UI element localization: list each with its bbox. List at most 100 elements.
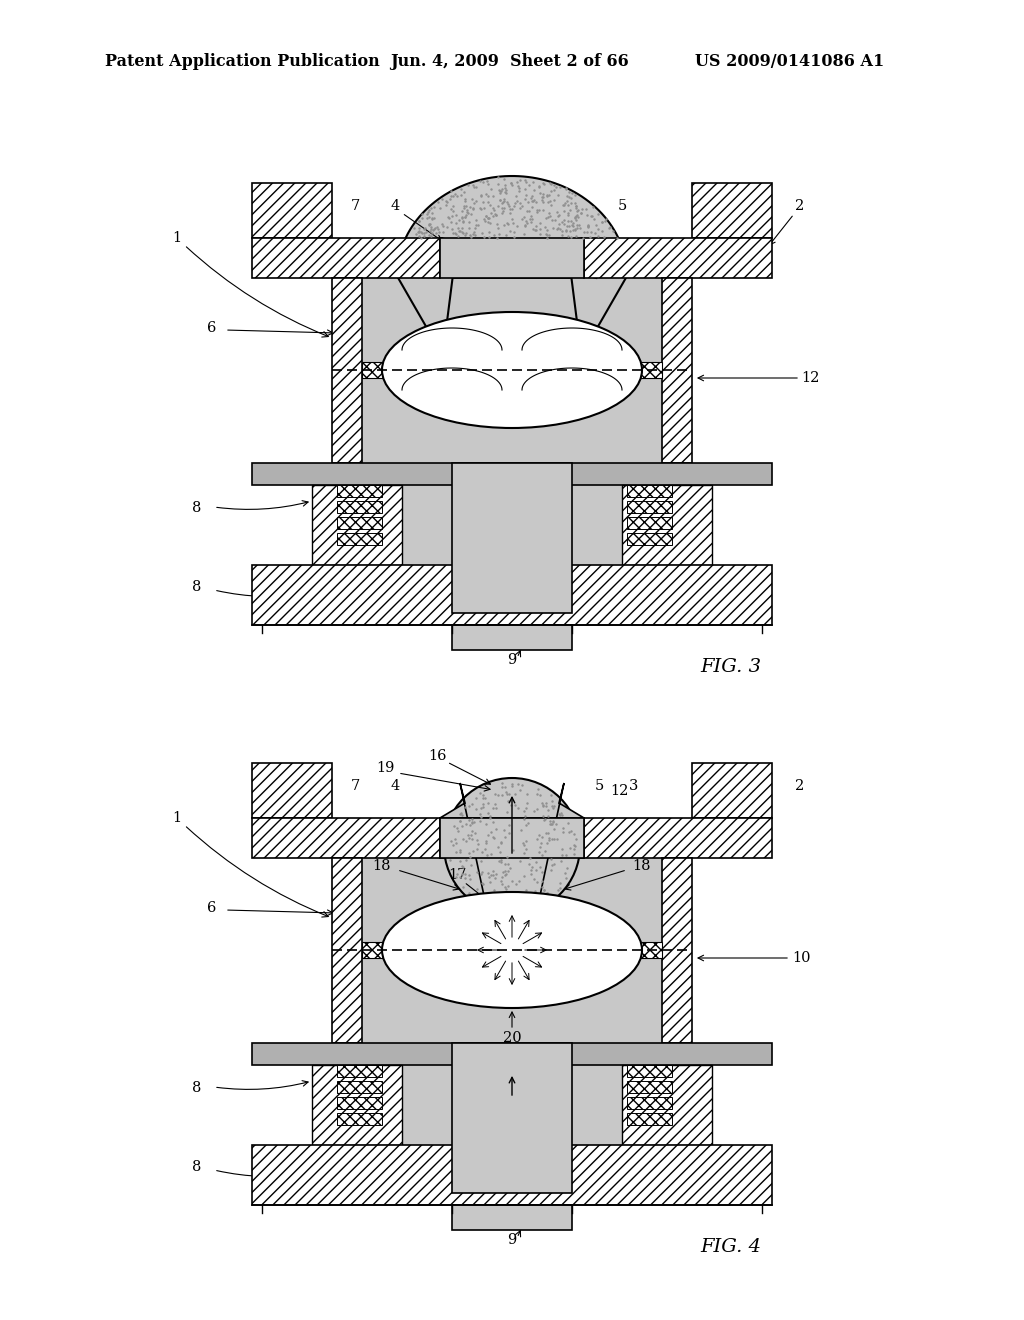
Text: FIG. 4: FIG. 4 — [700, 1238, 761, 1257]
Bar — [362, 484, 622, 565]
Text: 3: 3 — [630, 779, 639, 793]
Bar — [362, 1065, 622, 1144]
Bar — [337, 1081, 382, 1093]
Bar — [627, 484, 672, 498]
Bar — [692, 183, 772, 238]
Text: 8: 8 — [193, 1160, 202, 1173]
Text: FIG. 3: FIG. 3 — [700, 657, 761, 676]
Text: 12: 12 — [801, 371, 819, 385]
Bar — [312, 484, 402, 565]
Text: 17: 17 — [447, 869, 466, 882]
Bar — [252, 183, 332, 238]
Bar — [627, 502, 672, 513]
Text: 5: 5 — [594, 779, 603, 793]
Bar — [337, 1065, 382, 1077]
Bar — [692, 763, 772, 818]
Text: 19: 19 — [376, 762, 394, 775]
Text: 10: 10 — [442, 335, 461, 348]
Text: 10: 10 — [793, 950, 811, 965]
Text: 5: 5 — [617, 199, 627, 213]
Text: 4: 4 — [390, 199, 399, 213]
Text: 10: 10 — [558, 925, 577, 939]
Bar — [662, 279, 692, 463]
Bar — [337, 1097, 382, 1109]
Text: 9: 9 — [507, 1233, 517, 1247]
Bar — [332, 858, 362, 1043]
Bar — [252, 1144, 772, 1205]
Text: 10: 10 — [563, 391, 582, 405]
Text: 16: 16 — [397, 249, 416, 263]
Bar — [452, 1205, 572, 1230]
Text: Patent Application Publication: Patent Application Publication — [105, 54, 380, 70]
Text: Jun. 4, 2009  Sheet 2 of 66: Jun. 4, 2009 Sheet 2 of 66 — [390, 54, 629, 70]
Bar — [627, 1097, 672, 1109]
Bar — [362, 942, 387, 958]
Text: 7: 7 — [350, 779, 359, 793]
Text: 12: 12 — [610, 784, 628, 799]
Bar — [440, 238, 584, 279]
Bar — [584, 818, 772, 858]
Bar — [662, 858, 692, 1043]
Bar — [440, 818, 584, 858]
Text: US 2009/0141086 A1: US 2009/0141086 A1 — [695, 54, 885, 70]
Text: 8: 8 — [193, 579, 202, 594]
Bar — [337, 1113, 382, 1125]
Bar — [627, 1113, 672, 1125]
Text: 1: 1 — [172, 231, 329, 337]
Text: 18: 18 — [633, 859, 651, 874]
Text: 2: 2 — [796, 779, 805, 793]
Bar — [637, 362, 662, 378]
Text: 8: 8 — [193, 502, 202, 515]
Text: 10: 10 — [563, 335, 582, 348]
Bar — [440, 238, 584, 279]
Text: 7: 7 — [350, 199, 359, 213]
Ellipse shape — [382, 892, 642, 1008]
Text: 6: 6 — [207, 321, 217, 335]
Bar — [252, 463, 772, 484]
Text: 8: 8 — [193, 1081, 202, 1096]
Bar — [312, 1065, 402, 1144]
Bar — [622, 1065, 712, 1144]
Bar — [362, 362, 387, 378]
Polygon shape — [440, 783, 584, 900]
Bar — [362, 858, 662, 1043]
Text: 10: 10 — [442, 391, 461, 405]
Text: 6: 6 — [207, 902, 217, 915]
Bar — [337, 502, 382, 513]
Text: 3: 3 — [632, 256, 642, 271]
Ellipse shape — [382, 312, 642, 428]
Bar — [452, 624, 572, 649]
Polygon shape — [397, 176, 627, 360]
Bar — [627, 517, 672, 529]
Text: 18: 18 — [373, 859, 391, 874]
Bar — [252, 565, 772, 624]
Bar — [337, 517, 382, 529]
Text: 20: 20 — [503, 1031, 521, 1045]
Bar — [252, 818, 440, 858]
Bar — [452, 463, 572, 612]
Bar — [622, 484, 712, 565]
Bar — [584, 238, 772, 279]
Bar — [627, 533, 672, 545]
Bar — [362, 279, 662, 463]
Bar — [452, 1043, 572, 1193]
Text: 10: 10 — [447, 965, 466, 979]
Bar — [627, 1065, 672, 1077]
Bar — [252, 238, 440, 279]
Bar — [337, 484, 382, 498]
Bar — [252, 763, 332, 818]
Bar — [440, 818, 584, 858]
Bar — [637, 942, 662, 958]
Text: ~11~: ~11~ — [490, 1101, 534, 1115]
Circle shape — [444, 777, 580, 913]
Text: 1: 1 — [172, 810, 329, 917]
Text: 20: 20 — [418, 925, 436, 939]
Text: ~11~: ~11~ — [490, 521, 534, 535]
Bar — [332, 279, 362, 463]
Text: 16: 16 — [428, 748, 446, 763]
Text: 4: 4 — [390, 779, 399, 793]
Bar — [627, 1081, 672, 1093]
Bar — [337, 533, 382, 545]
Text: 9: 9 — [507, 653, 517, 667]
Text: 2: 2 — [796, 199, 805, 213]
